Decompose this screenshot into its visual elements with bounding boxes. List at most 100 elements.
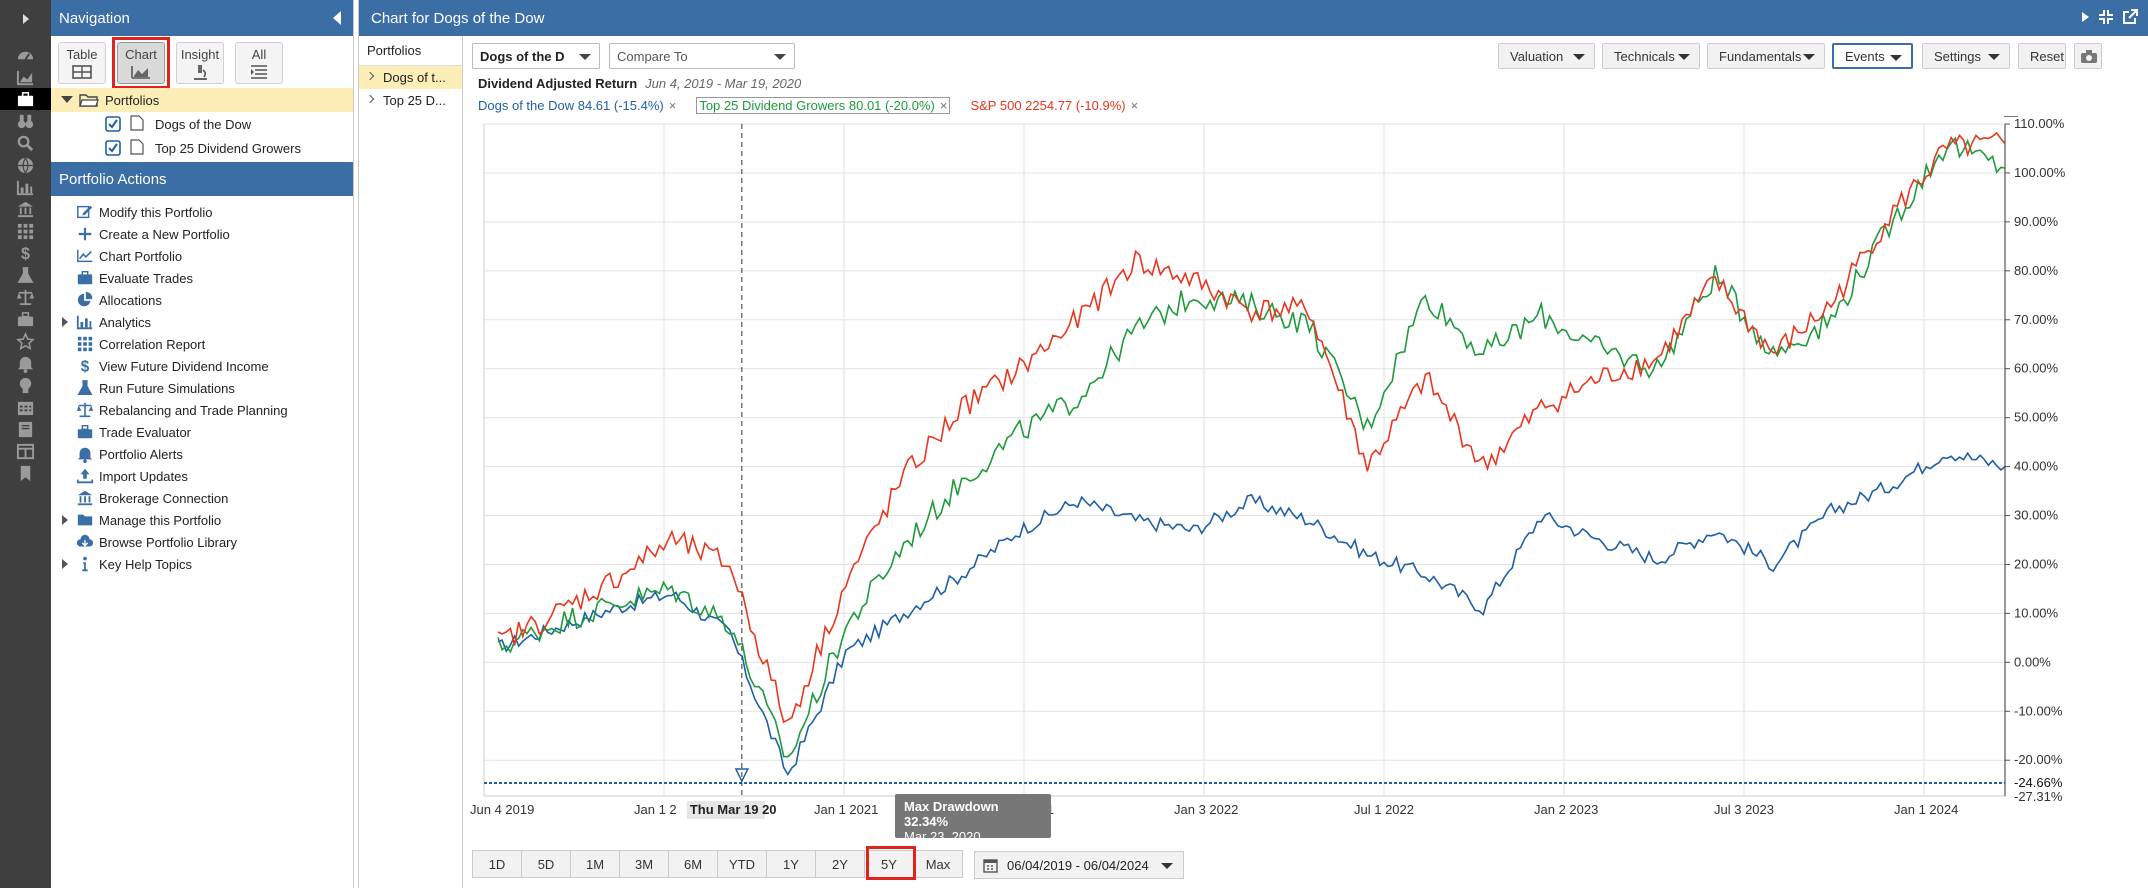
rail-button-search[interactable] (0, 132, 51, 154)
reset-button[interactable]: Reset (2018, 43, 2066, 69)
legend-item[interactable]: Top 25 Dividend Growers 80.01 (-20.0%) × (696, 96, 951, 114)
remove-series-icon[interactable]: × (668, 97, 677, 113)
portfolio-list-item[interactable]: Top 25 D... (359, 89, 462, 112)
checkbox-checked-icon[interactable] (105, 116, 121, 132)
valuation-button[interactable]: Valuation (1498, 43, 1595, 69)
range-button-1y[interactable]: 1Y (766, 850, 816, 878)
action-view-future-dividend-income[interactable]: $ View Future Dividend Income (51, 355, 353, 377)
legend-item[interactable]: Dogs of the Dow 84.61 (-15.4%) × (478, 98, 676, 113)
insight-view-button[interactable]: Insight (176, 42, 224, 84)
range-button-3m[interactable]: 3M (619, 850, 669, 878)
action-evaluate-trades[interactable]: Evaluate Trades (51, 267, 353, 289)
camera-button[interactable] (2074, 43, 2102, 69)
reset-label: Reset (2030, 48, 2064, 64)
collapse-nav-icon[interactable] (333, 11, 341, 25)
chart-view-button[interactable]: Chart (117, 42, 165, 84)
caret-right-icon[interactable] (2081, 11, 2090, 23)
action-analytics[interactable]: Analytics (51, 311, 353, 333)
portfolio-list-item[interactable]: Dogs of t... (359, 66, 462, 89)
settings-button[interactable]: Settings (1922, 43, 2010, 69)
y-tick-label: 80.00% (2014, 263, 2059, 278)
expand-arrow-icon[interactable] (62, 515, 68, 525)
rail-button-globe[interactable] (0, 154, 51, 176)
rail-button-flask[interactable] (0, 264, 51, 286)
grid-icon (77, 336, 93, 352)
rail-button-grid[interactable] (0, 220, 51, 242)
action-label: Chart Portfolio (99, 248, 183, 264)
rail-button-bell[interactable] (0, 352, 51, 374)
action-browse-portfolio-library[interactable]: Browse Portfolio Library (51, 531, 353, 553)
action-key-help-topics[interactable]: Key Help Topics (51, 553, 353, 575)
action-create-a-new-portfolio[interactable]: Create a New Portfolio (51, 223, 353, 245)
action-run-future-simulations[interactable]: Run Future Simulations (51, 377, 353, 399)
external-link-icon[interactable] (2122, 9, 2138, 25)
portfolio-select[interactable]: Dogs of the D (472, 43, 600, 69)
all-view-button[interactable]: All (235, 42, 283, 84)
navigation-panel: Navigation Table Chart Insight All (51, 0, 354, 888)
action-modify-this-portfolio[interactable]: Modify this Portfolio (51, 201, 353, 223)
checkbox-checked-icon[interactable] (105, 140, 121, 156)
range-button-max[interactable]: Max (913, 850, 963, 878)
action-trade-evaluator[interactable]: Trade Evaluator (51, 421, 353, 443)
legend-label: Top 25 Dividend Growers 80.01 (-20.0%) (699, 97, 935, 113)
valuation-label: Valuation (1510, 48, 1564, 64)
legend-item[interactable]: S&P 500 2254.77 (-10.9%) × (970, 98, 1138, 113)
remove-series-icon[interactable]: × (1130, 97, 1139, 113)
portfolio-actions-header: Portfolio Actions (51, 162, 353, 196)
action-label: Run Future Simulations (99, 380, 235, 396)
grid-icon (17, 223, 34, 239)
portfolios-column-header: Portfolios (359, 36, 462, 66)
compress-icon[interactable] (2098, 9, 2114, 25)
technicals-button[interactable]: Technicals (1602, 43, 1700, 69)
range-button-1m[interactable]: 1M (570, 850, 620, 878)
rail-button-bank[interactable] (0, 198, 51, 220)
rail-button-binoculars[interactable] (0, 110, 51, 132)
date-range-picker[interactable]: 06/04/2019 - 06/04/2024 (974, 851, 1184, 879)
rail-button-calendar[interactable] (0, 396, 51, 418)
performance-chart[interactable]: 110.00% 100.00% 90.00% 80.00% 70.00% 60.00% 50… (464, 116, 2148, 856)
action-chart-portfolio[interactable]: Chart Portfolio (51, 245, 353, 267)
action-rebalancing-and-trade-planning[interactable]: Rebalancing and Trade Planning (51, 399, 353, 421)
action-import-updates[interactable]: Import Updates (51, 465, 353, 487)
range-button-1d[interactable]: 1D (472, 850, 522, 878)
range-button-5d[interactable]: 5D (521, 850, 571, 878)
rail-button-balance-scale[interactable] (0, 286, 51, 308)
events-button[interactable]: Events (1832, 43, 1913, 69)
rail-button-toolbox[interactable] (0, 308, 51, 330)
table-view-button[interactable]: Table (58, 42, 106, 84)
book-icon (18, 421, 33, 437)
fundamentals-button[interactable]: Fundamentals (1707, 43, 1825, 69)
balance-scale-icon (76, 402, 94, 418)
action-allocations[interactable]: Allocations (51, 289, 353, 311)
rail-button-dollar[interactable]: $ (0, 242, 51, 264)
balance-scale-icon (16, 289, 35, 305)
rail-button-star[interactable] (0, 330, 51, 352)
range-button-2y[interactable]: 2Y (815, 850, 865, 878)
rail-button-lightbulb[interactable] (0, 374, 51, 396)
range-button-6m[interactable]: 6M (668, 850, 718, 878)
rail-button-briefcase[interactable] (0, 88, 51, 110)
rail-button-columns[interactable] (0, 440, 51, 462)
chevron-down-icon (1988, 54, 2000, 60)
rail-button-dashboard[interactable] (0, 44, 51, 66)
action-brokerage-connection[interactable]: Brokerage Connection (51, 487, 353, 509)
rail-button-bookmark[interactable] (0, 462, 51, 484)
calendar-icon (983, 859, 998, 873)
tree-root-portfolios[interactable]: Portfolios (51, 88, 353, 112)
action-portfolio-alerts[interactable]: Portfolio Alerts (51, 443, 353, 465)
rail-button-bar-chart[interactable] (0, 176, 51, 198)
action-manage-this-portfolio[interactable]: Manage this Portfolio (51, 509, 353, 531)
remove-series-icon[interactable]: × (939, 97, 948, 113)
tree-item-top-25-dividend-growers[interactable]: Top 25 Dividend Growers (51, 136, 353, 160)
expand-arrow-icon[interactable] (62, 317, 68, 327)
drawdown-tooltip: Max Drawdown 32.34% Mar 23, 2020 (895, 794, 1051, 844)
range-button-5y[interactable]: 5Y (864, 850, 914, 878)
tree-item-dogs-of-the-dow[interactable]: Dogs of the Dow (51, 112, 353, 136)
expand-arrow-icon[interactable] (62, 559, 68, 569)
compare-to-select[interactable]: Compare To (609, 43, 795, 69)
expand-rail-button[interactable] (0, 0, 51, 37)
range-button-ytd[interactable]: YTD (717, 850, 767, 878)
action-correlation-report[interactable]: Correlation Report (51, 333, 353, 355)
rail-button-book[interactable] (0, 418, 51, 440)
rail-button-area-chart[interactable] (0, 66, 51, 88)
